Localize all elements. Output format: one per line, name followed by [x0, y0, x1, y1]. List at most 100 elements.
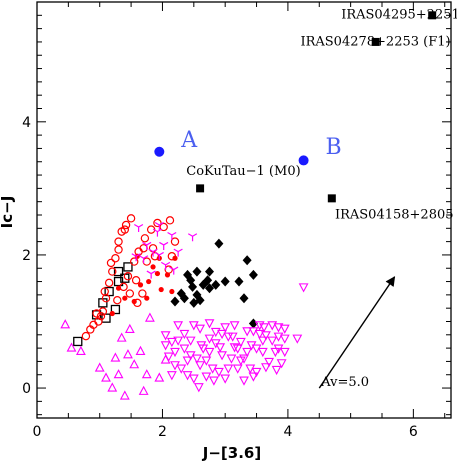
data-point-tripod — [146, 270, 156, 279]
data-point-open-triangle-down — [188, 321, 199, 331]
data-point-open-triangle-down — [246, 341, 257, 351]
data-point-open-triangle-down — [179, 329, 190, 340]
data-point-open-circle — [121, 220, 131, 230]
data-point-open-triangle-down — [229, 321, 240, 331]
data-point-filled-diamond — [203, 275, 213, 286]
data-point-open-triangle-down — [279, 324, 290, 334]
data-point-open-triangle-up — [113, 369, 124, 379]
annotation-label: CoKuTau−1 (M0) — [186, 164, 300, 179]
data-point-open-triangle-up — [154, 372, 165, 382]
data-point-filled-circle — [154, 146, 165, 157]
x-tick-label: 0 — [33, 424, 42, 440]
data-point-filled-diamond — [205, 283, 214, 294]
data-point-open-triangle-up — [110, 352, 121, 362]
data-point-open-circle — [113, 295, 122, 305]
reddening-arrow — [318, 276, 396, 389]
data-point-filled-diamond — [192, 289, 202, 300]
data-point-open-triangle-down — [248, 327, 259, 337]
data-point-open-triangle-down — [204, 334, 215, 344]
data-point-open-circle — [111, 254, 120, 263]
data-point-filled-circle-small — [154, 270, 161, 277]
data-point-filled-circle-small — [144, 295, 150, 301]
data-point-open-circle — [126, 214, 136, 223]
data-point-open-triangle-up — [124, 323, 135, 334]
data-point-open-triangle-down — [163, 352, 174, 362]
data-point-open-square — [113, 276, 124, 287]
data-point-filled-circle-small — [137, 282, 144, 288]
data-point-open-triangle-up — [116, 332, 127, 342]
annotation-label: A — [180, 128, 198, 153]
data-point-open-triangle-down — [217, 351, 227, 361]
data-point-open-circle — [94, 317, 103, 326]
data-point-open-circle — [164, 265, 173, 274]
data-point-filled-diamond — [176, 288, 186, 299]
data-point-open-triangle-down — [273, 323, 284, 333]
data-point-open-triangle-down — [239, 354, 249, 364]
data-point-open-triangle-down — [270, 347, 281, 358]
data-point-open-triangle-up — [138, 385, 149, 395]
data-point-open-triangle-down — [195, 361, 206, 371]
data-point-open-triangle-down — [257, 347, 268, 358]
data-point-tripod — [148, 248, 158, 257]
data-point-filled-circle-small — [109, 310, 115, 317]
x-tick-label: 6 — [409, 424, 418, 440]
data-point-open-circle — [100, 287, 109, 296]
data-point-open-circle — [108, 267, 117, 276]
data-point-open-triangle-up — [94, 362, 105, 372]
data-point-open-triangle-down — [267, 321, 278, 331]
x-tick-label: 2 — [158, 424, 167, 440]
data-point-open-triangle-down — [215, 343, 226, 353]
data-point-filled-diamond — [205, 266, 214, 277]
data-point-filled-diamond — [248, 318, 258, 329]
annotation-label: IRAS04158+2805 (M3) — [335, 207, 457, 222]
data-point-filled-diamond — [242, 255, 252, 266]
data-point-open-triangle-down — [227, 332, 238, 342]
data-point-open-circle — [106, 258, 116, 268]
data-point-filled-diamond — [211, 279, 221, 290]
data-point-filled-circle-small — [115, 285, 122, 291]
data-point-open-triangle-down — [208, 376, 219, 386]
data-point-open-triangle-down — [235, 356, 246, 366]
data-point-open-triangle-down — [264, 357, 275, 368]
data-point-filled-diamond — [170, 296, 180, 307]
data-point-open-triangle-down — [166, 371, 177, 381]
data-point-open-triangle-down — [213, 367, 224, 378]
data-point-open-triangle-down — [220, 374, 231, 384]
data-point-open-triangle-down — [232, 344, 243, 354]
data-point-tripod — [160, 261, 171, 270]
data-point-open-circle — [119, 282, 128, 292]
data-point-filled-square — [371, 37, 380, 46]
data-point-tripod — [134, 223, 144, 232]
plot-frame — [36, 1, 452, 419]
data-point-open-circle — [131, 276, 141, 285]
data-point-filled-circle-small — [150, 264, 156, 270]
data-point-open-triangle-down — [261, 363, 271, 373]
data-point-open-circle — [159, 222, 168, 232]
data-point-open-circle — [153, 218, 162, 228]
data-point-filled-circle-small — [164, 272, 171, 278]
annotation-label: B — [326, 135, 342, 160]
data-point-tripod — [131, 253, 141, 262]
data-point-tripod — [152, 228, 163, 237]
data-point-open-triangle-down — [251, 367, 262, 378]
data-point-open-triangle-up — [119, 390, 130, 400]
data-point-open-triangle-down — [232, 364, 243, 374]
data-point-open-triangle-down — [196, 341, 207, 351]
annotations: IRAS04295+2251 (M4) IRAS04278+2253 (F1) Co… — [180, 8, 457, 223]
data-point-open-triangle-down — [271, 365, 282, 376]
data-point-tripod — [154, 251, 164, 260]
data-point-filled-diamond — [188, 281, 198, 292]
data-point-open-triangle-down — [204, 319, 215, 329]
data-point-filled-circle-small — [172, 255, 178, 261]
data-point-open-square — [110, 304, 121, 315]
data-point-open-triangle-down — [217, 329, 227, 340]
data-point-open-triangle-down — [182, 356, 193, 366]
data-point-open-triangle-down — [193, 383, 204, 393]
data-point-tripod — [173, 248, 183, 257]
reddening-label: Av=5.0 — [320, 375, 369, 390]
data-point-tripod — [169, 266, 179, 275]
data-point-open-square — [123, 262, 133, 272]
data-point-tripod — [139, 255, 149, 264]
data-point-open-triangle-down — [223, 364, 234, 374]
data-point-open-square — [113, 266, 124, 277]
